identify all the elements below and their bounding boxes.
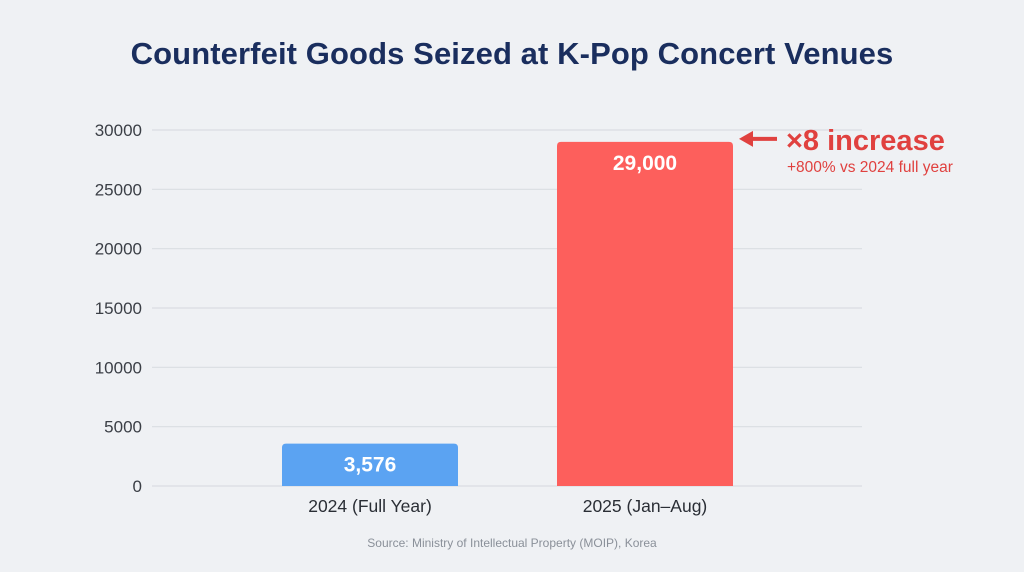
y-tick-label: 30000 <box>95 121 142 140</box>
y-tick-label: 5000 <box>104 418 142 437</box>
annotation: ×8 increase +800% vs 2024 full year <box>739 125 953 176</box>
bar <box>282 443 458 486</box>
annotation-main-text: ×8 increase <box>786 125 945 157</box>
y-tick-label: 0 <box>133 477 142 496</box>
y-tick-label: 10000 <box>95 358 142 377</box>
x-axis-categories: 2024 (Full Year) 2025 (Jan–Aug) <box>308 496 707 516</box>
x-category-label: 2025 (Jan–Aug) <box>583 496 708 516</box>
y-tick-label: 15000 <box>95 299 142 318</box>
bar-value-label: 3,576 <box>344 454 397 477</box>
arrow-left-icon <box>739 130 777 147</box>
gridlines <box>152 129 862 487</box>
y-tick-label: 20000 <box>95 240 142 259</box>
y-axis-ticks: 0 5000 10000 15000 20000 25000 30000 <box>95 121 142 496</box>
bar <box>557 141 733 486</box>
x-category-label: 2024 (Full Year) <box>308 496 432 516</box>
y-tick-label: 25000 <box>95 180 142 199</box>
bar-value-label: 29,000 <box>613 152 677 175</box>
source-note: Source: Ministry of Intellectual Propert… <box>367 536 657 550</box>
bars: 3,576 29,000 <box>282 141 733 486</box>
annotation-sub-text: +800% vs 2024 full year <box>787 159 953 176</box>
chart-title: Counterfeit Goods Seized at K-Pop Concer… <box>130 36 894 71</box>
